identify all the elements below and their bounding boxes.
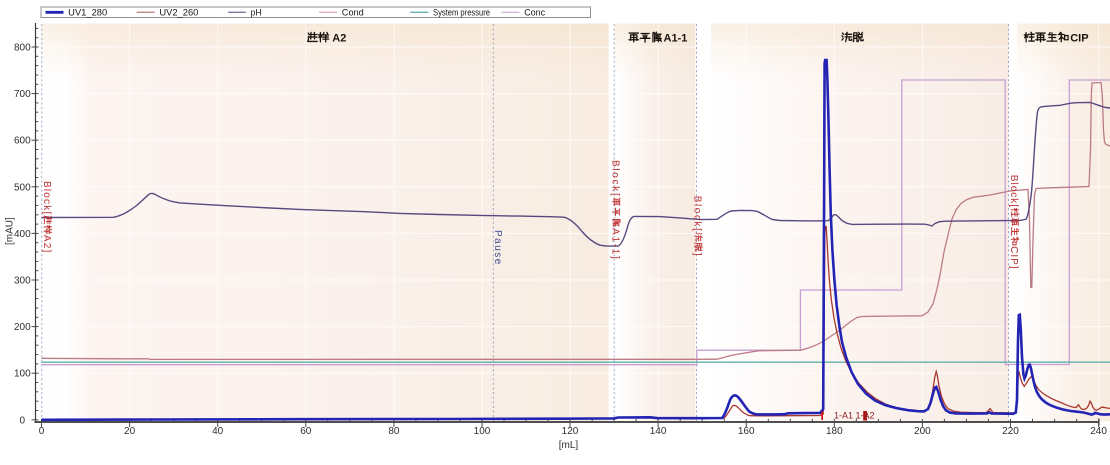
svg-text:200: 200 [914, 426, 931, 437]
svg-text:0: 0 [39, 426, 45, 437]
svg-text:1-A1 1-A2: 1-A1 1-A2 [834, 411, 875, 421]
svg-text:700: 700 [14, 89, 31, 100]
svg-text:CIP]: CIP] [1008, 246, 1019, 269]
svg-text:[mAU]: [mAU] [5, 217, 16, 245]
svg-text:Block[: Block[ [692, 196, 703, 233]
svg-text:]: ] [692, 253, 703, 257]
svg-text:A1-1]: A1-1] [610, 228, 621, 260]
svg-text:200: 200 [14, 322, 31, 333]
svg-text:400: 400 [14, 229, 31, 240]
svg-text:140: 140 [650, 426, 667, 437]
svg-text:600: 600 [14, 136, 31, 147]
svg-text:System pressure: System pressure [433, 8, 490, 18]
svg-text:300: 300 [14, 276, 31, 287]
svg-text:240: 240 [1090, 426, 1107, 437]
svg-text:60: 60 [300, 426, 312, 437]
svg-text:Cond: Cond [342, 8, 364, 18]
svg-text:UV1_280: UV1_280 [68, 8, 107, 18]
svg-text:180: 180 [826, 426, 843, 437]
svg-text:CIP: CIP [1070, 33, 1088, 45]
svg-text:Block[: Block[ [41, 181, 52, 215]
svg-text:pH: pH [251, 8, 262, 18]
svg-text:A1-1: A1-1 [664, 33, 688, 45]
svg-text:0: 0 [20, 415, 26, 426]
svg-text:80: 80 [388, 426, 400, 437]
svg-text:100: 100 [474, 426, 491, 437]
svg-text:220: 220 [1002, 426, 1019, 437]
svg-text:160: 160 [738, 426, 755, 437]
svg-text:Block[: Block[ [610, 160, 621, 197]
svg-text:Block[: Block[ [1008, 175, 1019, 208]
svg-text:800: 800 [14, 43, 31, 54]
svg-text:20: 20 [124, 426, 136, 437]
svg-text:100: 100 [14, 369, 31, 380]
svg-text:[mL]: [mL] [559, 440, 579, 451]
svg-text:UV2_260: UV2_260 [159, 8, 198, 18]
svg-text:A2: A2 [332, 33, 346, 45]
svg-text:A2]: A2] [41, 235, 52, 254]
svg-text:40: 40 [212, 426, 224, 437]
svg-text:Pause: Pause [492, 230, 503, 266]
svg-text:120: 120 [562, 426, 579, 437]
svg-text:500: 500 [14, 182, 31, 193]
svg-text:Conc: Conc [524, 8, 545, 18]
